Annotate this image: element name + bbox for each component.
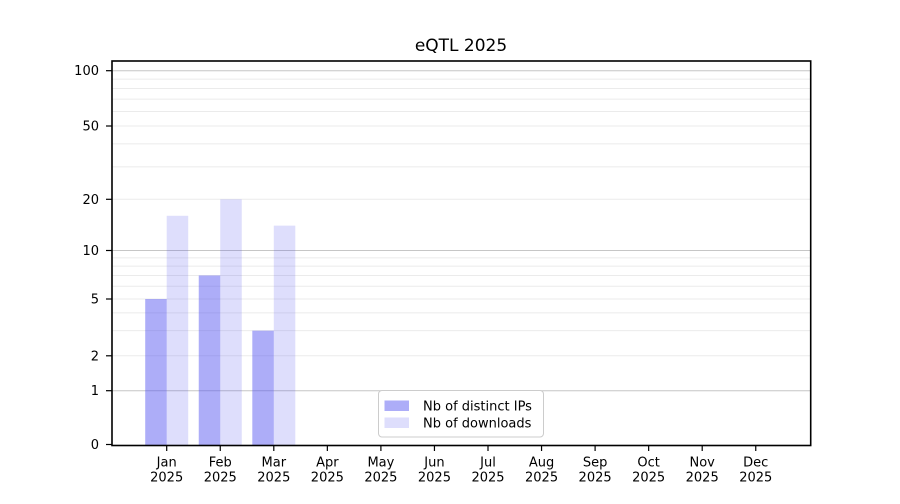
x-tick-label-year: 2025	[311, 471, 344, 486]
x-tick-label-year: 2025	[579, 471, 612, 486]
x-tick-label-year: 2025	[364, 471, 397, 486]
x-tick-label-month: Nov	[690, 456, 716, 471]
y-tick-label: 1	[91, 384, 99, 399]
bar-distinct-ips-jan	[145, 299, 167, 445]
bar-downloads-mar	[273, 225, 296, 445]
x-tick-label-month: Jul	[479, 456, 496, 471]
legend-swatch-distinct-ips	[384, 400, 409, 411]
y-tick-label: 20	[82, 193, 99, 208]
chart-title: eQTL 2025	[415, 36, 507, 56]
x-tick-label-year: 2025	[632, 471, 665, 486]
x-tick-label-year: 2025	[471, 471, 504, 486]
x-tick-label-year: 2025	[257, 471, 290, 486]
x-tick-label-month: Jun	[423, 456, 444, 471]
bar-distinct-ips-feb	[198, 275, 221, 445]
x-tick-label-month: Feb	[209, 456, 232, 471]
bar-downloads-jan	[166, 215, 189, 445]
plot-area: 0125102050100Jan2025Feb2025Mar2025Apr202…	[74, 60, 812, 486]
y-tick-label: 10	[82, 244, 99, 259]
x-tick-label-month: Sep	[583, 456, 608, 471]
x-tick-label-month: Dec	[743, 456, 768, 471]
y-tick-label: 100	[74, 64, 99, 79]
x-tick-label-year: 2025	[418, 471, 451, 486]
x-tick-label-month: Mar	[262, 456, 287, 471]
x-tick-label-month: Jan	[156, 456, 177, 471]
legend: Nb of distinct IPs Nb of downloads	[378, 390, 544, 438]
legend-label-distinct-ips: Nb of distinct IPs	[423, 400, 532, 415]
bar-downloads-feb	[220, 199, 242, 445]
x-tick-label-month: Apr	[316, 456, 339, 471]
bar-distinct-ips-mar	[252, 330, 274, 445]
y-tick-label: 2	[91, 349, 99, 364]
x-tick-label-month: Oct	[637, 456, 659, 471]
x-tick-label-month: Aug	[529, 456, 554, 471]
x-tick-label-year: 2025	[525, 471, 558, 486]
x-tick-label-year: 2025	[686, 471, 719, 486]
y-tick-label: 0	[91, 438, 99, 453]
legend-swatch-downloads	[384, 417, 409, 428]
legend-box	[378, 390, 544, 438]
legend-label-downloads: Nb of downloads	[423, 417, 532, 432]
x-tick-label-year: 2025	[739, 471, 772, 486]
y-tick-label: 50	[82, 120, 99, 135]
x-tick-label-year: 2025	[204, 471, 237, 486]
x-tick-label-month: May	[367, 456, 394, 471]
plot-frame	[111, 60, 812, 447]
y-tick-label: 5	[91, 293, 99, 308]
x-tick-label-year: 2025	[150, 471, 183, 486]
